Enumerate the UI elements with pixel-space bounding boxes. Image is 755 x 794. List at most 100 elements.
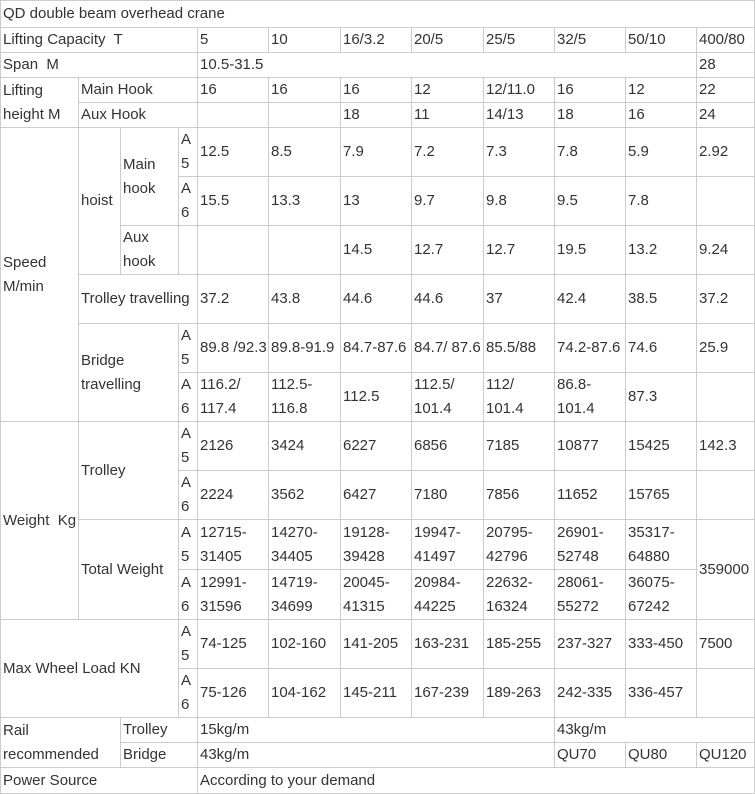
bridge-a6-value bbox=[695, 372, 755, 422]
max-wheel-a5-value: 7500 bbox=[695, 619, 755, 669]
rail-trolley-left-value: 15kg/m bbox=[197, 717, 555, 743]
speed-main-a5-value: 8.5 bbox=[268, 127, 341, 177]
total-weight-a6-value: 28061- 55272 bbox=[554, 569, 626, 620]
aux-hook-height-value: 18 bbox=[554, 102, 626, 128]
total-weight-a6-value: 36075- 67242 bbox=[625, 569, 697, 620]
bridge-a6-value: 112/ 101.4 bbox=[483, 372, 555, 422]
capacity-value: 50/10 bbox=[625, 27, 697, 53]
weight-trolley-a5-value: 15425 bbox=[625, 421, 697, 471]
total-weight-merged-value: 359000 bbox=[695, 519, 755, 620]
speed-main-a6-row: A6 15.5 13.3 13 9.7 9.8 9.5 7.8 bbox=[1, 176, 755, 226]
speed-main-a5-value: 7.8 bbox=[554, 127, 626, 177]
max-wheel-a6-value: 167-239 bbox=[411, 668, 484, 718]
bridge-a6-value: 112.5- 116.8 bbox=[268, 372, 341, 422]
total-weight-a6-value: 20984- 44225 bbox=[411, 569, 484, 620]
max-wheel-a6-value: 242-335 bbox=[554, 668, 626, 718]
weight-trolley-a5-value: 6856 bbox=[411, 421, 484, 471]
power-source-row: Power Source According to your demand bbox=[0, 767, 755, 794]
speed-aux-value bbox=[197, 225, 269, 275]
speed-main-a5-value: 7.9 bbox=[340, 127, 412, 177]
speed-main-a6-value: 13 bbox=[340, 176, 412, 226]
total-weight-a5-value: 35317- 64880 bbox=[625, 519, 697, 570]
bridge-a6-row: A6 116.2/ 117.4 112.5- 116.8 112.5 112.5… bbox=[1, 372, 755, 422]
row-label-aux-hook: Aux Hook bbox=[78, 102, 198, 128]
row-label-rail-trolley: Trolley bbox=[120, 717, 198, 743]
max-wheel-a6-value: 75-126 bbox=[197, 668, 269, 718]
grade-label-a5: A5 bbox=[178, 421, 198, 471]
bridge-a5-value: 25.9 bbox=[695, 323, 755, 373]
speed-main-a6-value: 7.8 bbox=[625, 176, 697, 226]
trolley-travelling-value: 37.2 bbox=[197, 274, 269, 324]
main-hook-height-value: 16 bbox=[340, 77, 412, 103]
rail-bridge-left-value: 43kg/m bbox=[197, 742, 555, 768]
weight-trolley-a6-row: A6 2224 3562 6427 7180 7856 11652 15765 bbox=[1, 470, 755, 520]
total-weight-a6-value: 20045- 41315 bbox=[340, 569, 412, 620]
total-weight-a5-row: Total Weight A5 12715- 31405 14270- 3440… bbox=[1, 519, 755, 620]
grade-label-a5: A5 bbox=[178, 619, 198, 669]
main-hook-height-value: 16 bbox=[268, 77, 341, 103]
max-wheel-a6-value: 336-457 bbox=[625, 668, 697, 718]
span-row: Span M 10.5-31.5 28 bbox=[0, 52, 755, 78]
total-weight-a6-value: 14719- 34699 bbox=[268, 569, 341, 620]
total-weight-a5-value: 14270- 34405 bbox=[268, 519, 341, 570]
aux-hook-height-value bbox=[197, 102, 269, 128]
capacity-value: 5 bbox=[197, 27, 269, 53]
aux-hook-height-value bbox=[268, 102, 341, 128]
max-wheel-a6-value: 104-162 bbox=[268, 668, 341, 718]
weight-trolley-a6-value: 7180 bbox=[411, 470, 484, 520]
row-label-trolley-travelling: Trolley travelling bbox=[78, 274, 198, 324]
rail-qu-value: QU120 bbox=[695, 742, 755, 768]
row-label-weight: Weight Kg bbox=[0, 421, 79, 620]
aux-hook-height-value: 11 bbox=[411, 102, 484, 128]
max-wheel-a6-value: 189-263 bbox=[483, 668, 555, 718]
speed-main-a5-row: Speed M/min hoist Main hook A5 12.5 8.5 … bbox=[0, 127, 755, 422]
aux-hook-height-value: 14/13 bbox=[483, 102, 555, 128]
bridge-a5-value: 85.5/88 bbox=[483, 323, 555, 373]
speed-aux-value bbox=[268, 225, 341, 275]
row-label-bridge-travelling: Bridge travelling bbox=[78, 323, 179, 422]
row-label-rail-bridge: Bridge bbox=[120, 742, 198, 768]
weight-trolley-a5-value: 7185 bbox=[483, 421, 555, 471]
speed-main-a6-value: 13.3 bbox=[268, 176, 341, 226]
bridge-a5-value: 84.7/ 87.6 bbox=[411, 323, 484, 373]
row-label-lifting-height: Lifting height M bbox=[0, 77, 79, 128]
speed-main-a6-value: 9.5 bbox=[554, 176, 626, 226]
capacity-value: 32/5 bbox=[554, 27, 626, 53]
weight-trolley-a5-value: 2126 bbox=[197, 421, 269, 471]
max-wheel-a6-value bbox=[695, 668, 755, 718]
max-wheel-a5-value: 333-450 bbox=[625, 619, 697, 669]
row-label-rail-recommended: Rail recommended bbox=[0, 717, 121, 768]
grade-label-empty bbox=[178, 225, 198, 275]
total-weight-a5-value: 20795- 42796 bbox=[483, 519, 555, 570]
bridge-a5-row: Bridge travelling A5 89.8 /92.3 89.8-91.… bbox=[1, 323, 755, 422]
rail-trolley-right-value: 43kg/m bbox=[553, 717, 755, 743]
rail-qu-value: QU80 bbox=[625, 742, 697, 768]
speed-aux-value: 12.7 bbox=[483, 225, 555, 275]
main-hook-height-value: 12/11.0 bbox=[483, 77, 555, 103]
grade-label-a6: A6 bbox=[178, 372, 198, 422]
max-wheel-a5-value: 74-125 bbox=[197, 619, 269, 669]
total-weight-a6-row: A6 12991- 31596 14719- 34699 20045- 4131… bbox=[1, 569, 755, 620]
weight-trolley-a5-value: 142.3 bbox=[695, 421, 755, 471]
row-label-hoist-aux-hook: Aux hook bbox=[120, 225, 179, 275]
span-value: 10.5-31.5 bbox=[197, 52, 697, 78]
grade-label-a5: A5 bbox=[178, 127, 198, 177]
title-row: QD double beam overhead crane bbox=[0, 0, 755, 28]
grade-label-a6: A6 bbox=[178, 668, 198, 718]
grade-label-a6: A6 bbox=[178, 470, 198, 520]
row-label-hoist: hoist bbox=[78, 127, 121, 275]
total-weight-a6-value: 12991- 31596 bbox=[197, 569, 269, 620]
speed-main-a6-value bbox=[695, 176, 755, 226]
main-hook-height-value: 12 bbox=[411, 77, 484, 103]
max-wheel-a5-value: 185-255 bbox=[483, 619, 555, 669]
total-weight-a5-value: 19128- 39428 bbox=[340, 519, 412, 570]
max-wheel-a6-value: 145-211 bbox=[340, 668, 412, 718]
total-weight-a5-value: 26901- 52748 bbox=[554, 519, 626, 570]
grade-label-a6: A6 bbox=[178, 569, 198, 620]
trolley-travelling-value: 38.5 bbox=[625, 274, 697, 324]
capacity-value: 16/3.2 bbox=[340, 27, 412, 53]
trolley-travelling-value: 37.2 bbox=[695, 274, 755, 324]
row-label-max-wheel-load: Max Wheel Load KN bbox=[0, 619, 179, 718]
total-weight-a6-value: 22632- 16324 bbox=[483, 569, 555, 620]
